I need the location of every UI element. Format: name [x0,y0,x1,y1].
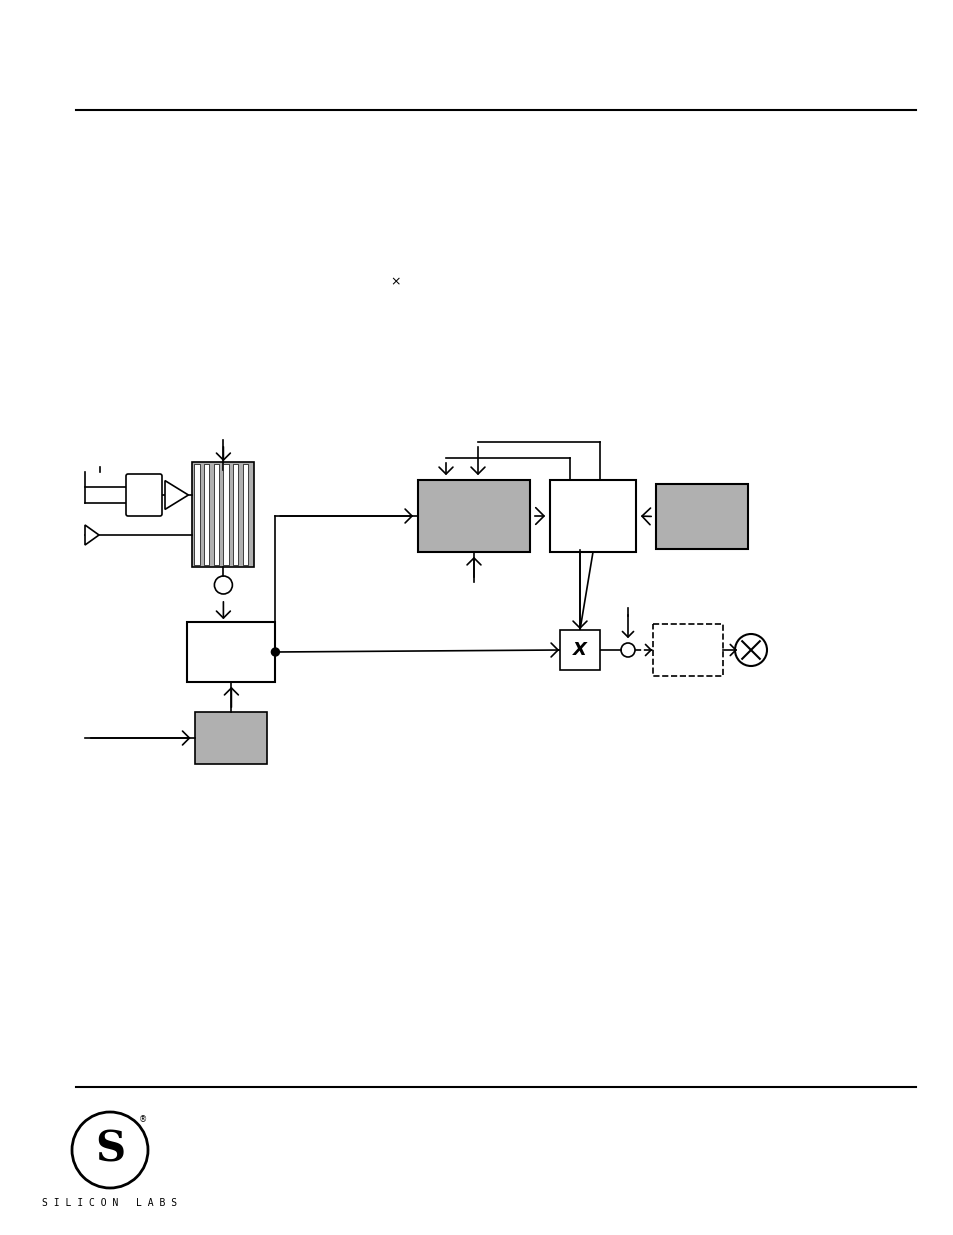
Bar [233,464,238,564]
Bar [213,464,219,564]
Bar [223,464,229,564]
Text: ×: × [391,275,401,289]
Bar [204,464,209,564]
Bar [193,462,254,567]
Bar [417,480,530,552]
Bar [656,484,747,550]
Text: X: X [573,641,586,659]
Bar [652,624,722,676]
Polygon shape [85,525,99,545]
Circle shape [271,648,279,656]
Text: S I L I C O N   L A B S: S I L I C O N L A B S [42,1198,177,1208]
Polygon shape [165,480,188,509]
Bar [550,480,636,552]
Bar [187,622,275,682]
Bar [194,464,199,564]
Bar [242,464,248,564]
Bar [195,713,267,764]
Text: ®: ® [139,1115,147,1125]
FancyBboxPatch shape [126,474,162,516]
Bar [559,630,599,671]
Text: S: S [95,1129,125,1171]
